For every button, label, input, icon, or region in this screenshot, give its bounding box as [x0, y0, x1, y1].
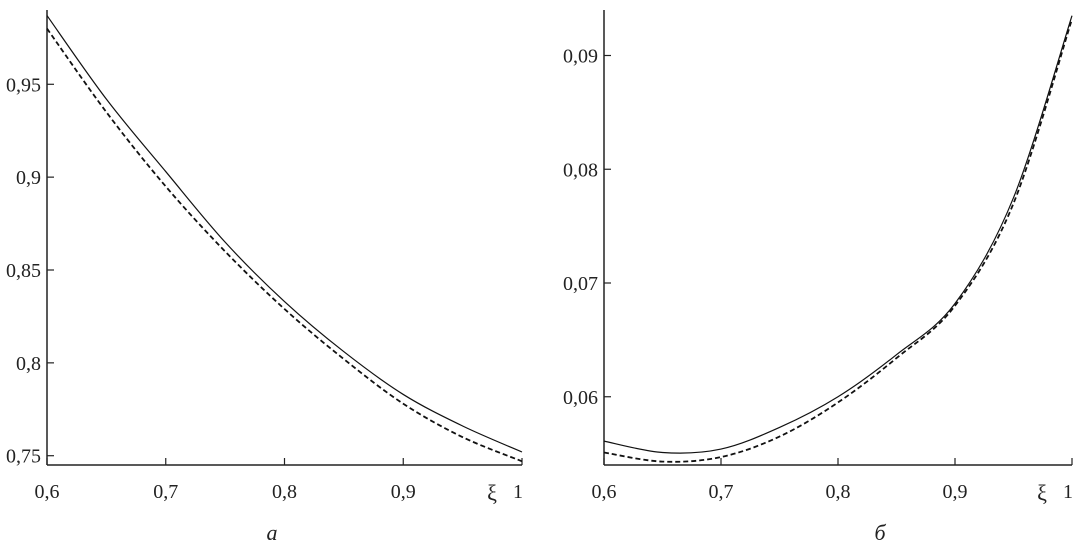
x-tick-label: 0,6	[35, 481, 60, 503]
x-tick-label: 0,6	[592, 481, 617, 503]
y-tick-label: 0,9	[16, 167, 41, 189]
panel-b: 0,06 0,07 0,08 0,09 0,6 0,7 0,8 0,9 1ξ б	[563, 10, 1073, 545]
y-tick-label: 0,95	[6, 74, 41, 96]
y-tick-label: 0,85	[6, 260, 41, 282]
panel-label: б	[874, 520, 886, 545]
y-tick-label: 0,08	[563, 159, 598, 181]
panel-label: а	[267, 520, 278, 545]
y-tick-label: 0,75	[6, 446, 41, 468]
dashed-series-line	[603, 18, 1073, 463]
x-axis-label: ξ	[487, 480, 497, 505]
x-tick-label: 0,7	[153, 481, 178, 503]
solid-series-line	[603, 15, 1073, 454]
x-tick-label: 0,9	[943, 481, 968, 503]
panel-a: 0,75 0,8 0,85 0,9 0,95 0,6 0,7 0,8 0,9 1ξ а	[6, 10, 523, 545]
dashed-series-line	[46, 28, 523, 463]
x-tick-label: 0,7	[709, 481, 734, 503]
x-tick-label: 0,8	[272, 481, 297, 503]
x-tick-label: 0,8	[826, 481, 851, 503]
solid-series-line	[46, 15, 523, 453]
y-tick-label: 0,06	[563, 387, 598, 409]
x-tick-label: 0,9	[391, 481, 416, 503]
x-tick-label: 1	[513, 481, 523, 503]
x-tick-label: 1	[1063, 481, 1073, 503]
x-axis-label: ξ	[1037, 480, 1047, 505]
y-tick-label: 0,09	[563, 46, 598, 68]
y-tick-label: 0,8	[16, 353, 41, 375]
y-tick-label: 0,07	[563, 273, 598, 295]
